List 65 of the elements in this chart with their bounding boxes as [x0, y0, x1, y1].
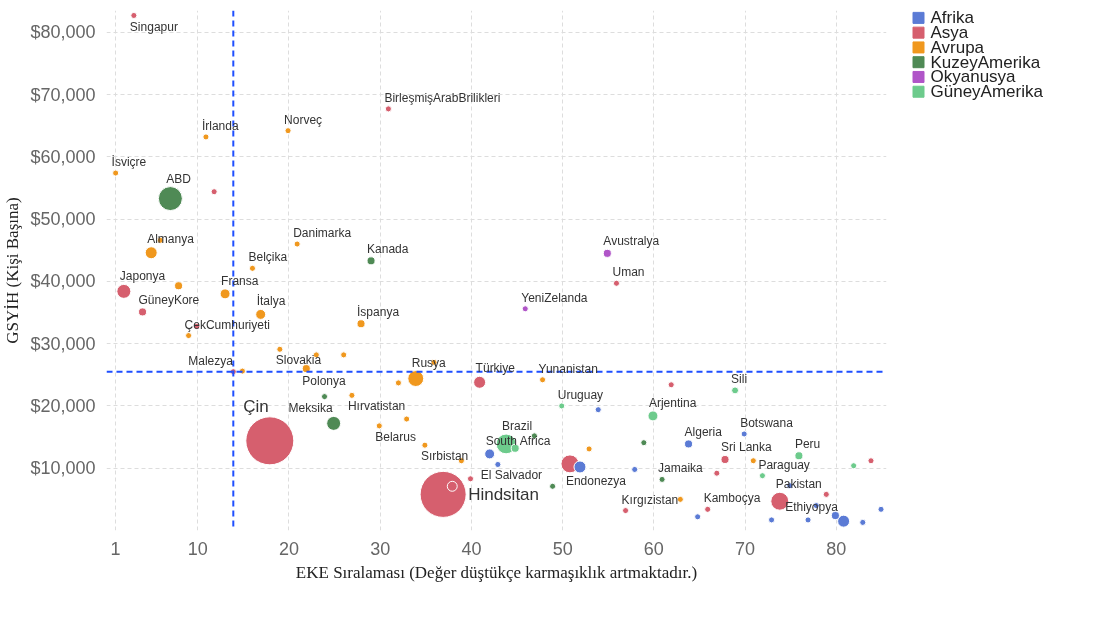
annotation: Almanya	[147, 231, 195, 246]
annotation: İsviçre	[111, 155, 147, 169]
annotation: BirleşmişArabBrilikleri	[384, 90, 501, 105]
annotation: İrlanda	[201, 118, 239, 133]
annotation: YeniZelanda	[521, 290, 588, 305]
annotation: El Salvador	[480, 468, 543, 483]
annotation: Belçika	[248, 250, 288, 265]
x-tick-label: 10	[187, 538, 208, 559]
annotation: Uruguay	[557, 387, 604, 402]
annotation: Rusya	[411, 355, 447, 370]
annotation: Arjentina	[648, 395, 697, 410]
annotation: İspanya	[357, 304, 400, 319]
x-tick-label: 40	[461, 538, 482, 559]
annotation: Hindsitan	[468, 484, 540, 504]
y-tick-label: $40,000	[30, 271, 96, 292]
annotation: Sili	[731, 371, 748, 386]
annotation: Uman	[612, 265, 645, 280]
y-tick-label: $60,000	[30, 146, 96, 167]
x-tick-label: 80	[826, 538, 847, 559]
x-axis-title: EKE Sıralaması (Değer düştükçe karmaşıklık artmaktadır.)	[295, 562, 698, 582]
x-tick-label: 20	[278, 538, 299, 559]
annotation: Polonya	[302, 373, 346, 388]
annotation: GüneyKore	[138, 292, 200, 307]
annotation: Avustralya	[603, 234, 660, 249]
y-tick-label: $70,000	[30, 84, 96, 105]
annotation: Meksika	[288, 401, 333, 416]
y-axis-title: GSYİH (Kişi Başına)	[3, 197, 23, 344]
y-tick-label: $20,000	[30, 395, 96, 416]
annotation: Peru	[794, 436, 821, 451]
annotation: Pakistan	[775, 477, 822, 492]
annotation: Algeria	[684, 424, 723, 439]
x-tick-label: 1	[110, 538, 121, 559]
y-tick-label: $50,000	[30, 209, 96, 230]
y-tick-label: $80,000	[30, 22, 96, 43]
annotation: Brazil	[502, 419, 533, 434]
annotation: Belarus	[375, 429, 416, 444]
annotation: Sri Lanka	[721, 440, 773, 455]
annotation: Paraguay	[758, 457, 810, 472]
annotation: Jamaika	[658, 461, 704, 476]
annotation: Singapur	[129, 19, 178, 34]
annotation: Kanada	[367, 241, 409, 256]
x-tick-label: 30	[370, 538, 391, 559]
x-tick-label: 70	[735, 538, 756, 559]
annotation: Botswana	[740, 415, 794, 430]
annotation: Fransa	[221, 273, 259, 288]
y-tick-label: $10,000	[30, 458, 96, 479]
annotation: Hırvatistan	[347, 399, 406, 414]
annotation: Slovakia	[275, 353, 322, 368]
annotation: Japonya	[119, 269, 166, 284]
annotation: Türkiye	[475, 361, 516, 376]
x-tick-label: 60	[643, 538, 664, 559]
annotation: Malezya	[188, 353, 234, 368]
annotation: Çin	[243, 396, 269, 416]
annotation: ABD	[166, 171, 192, 186]
x-tick-label: 50	[552, 538, 573, 559]
annotation: İtalya	[256, 294, 286, 309]
annotation: Danimarka	[293, 226, 352, 240]
y-tick-label: $30,000	[30, 333, 96, 354]
annotation: Endonezya	[565, 473, 627, 488]
annotation: Yunanistan	[538, 361, 598, 376]
annotation: Ethiyopya	[785, 500, 839, 515]
annotation: Sırbistan	[420, 449, 469, 464]
annotation: Norveç	[284, 112, 323, 127]
annotation: Kırgızistan	[621, 492, 679, 507]
annotation: Kamboçya	[703, 491, 761, 506]
